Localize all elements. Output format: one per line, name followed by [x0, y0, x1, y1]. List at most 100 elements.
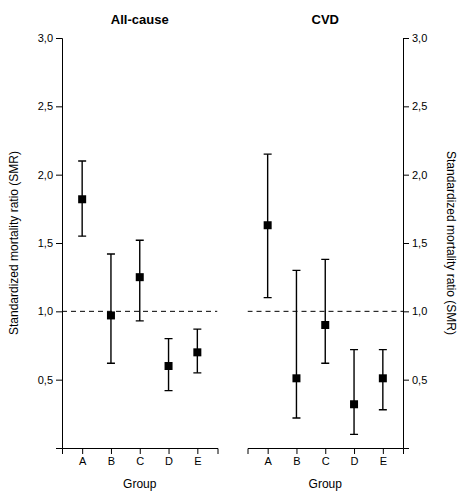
x-axis-line [248, 449, 404, 455]
x-tick: A [79, 448, 87, 467]
point [292, 374, 300, 382]
point [136, 273, 144, 281]
panel: 0,51,01,52,02,53,0ABCDEAll-causeGroupSta… [7, 12, 218, 491]
y-tick: 2,0 [38, 169, 62, 181]
title: All-cause [111, 12, 169, 27]
markers [264, 221, 387, 408]
error-cap-high [78, 160, 86, 161]
error-cap-high [264, 153, 272, 154]
x-axis: A B C D E [248, 448, 404, 467]
x-tick-mark [169, 448, 170, 454]
y-tick: 3,0 [403, 32, 427, 44]
error-cap-high [379, 349, 387, 350]
y-tick: 3,0 [38, 32, 62, 44]
error-bars [78, 161, 201, 391]
y-tick-mark [403, 243, 409, 244]
x-tick: C [136, 448, 144, 467]
error-cap-high [136, 240, 144, 241]
x-tick-label: E [194, 455, 201, 467]
y-tick-label: 1,5 [38, 237, 53, 249]
y-tick-mark [56, 380, 62, 381]
y-tick-mark [403, 380, 409, 381]
error-cap-low [78, 235, 86, 236]
point [379, 374, 387, 382]
point [350, 400, 358, 408]
x-tick: E [194, 448, 201, 467]
y-tick-mark [403, 311, 409, 312]
x-tick: A [264, 448, 272, 467]
x-tick-label: B [108, 455, 115, 467]
plot-area [248, 154, 404, 434]
x-tick-mark [296, 448, 297, 454]
y-tick-label: 2,5 [412, 100, 427, 112]
point [193, 348, 201, 356]
x-axis-title: Group [123, 477, 157, 491]
x-tick-label: A [79, 455, 87, 467]
x-tick: B [293, 448, 300, 467]
y-axis-title: Standardized mortality ratio (SMR) [444, 151, 458, 335]
x-tick-mark [197, 448, 198, 454]
y-tick: 0,5 [403, 374, 427, 386]
x-tick-mark [82, 448, 83, 454]
title: CVD [312, 12, 339, 27]
error-cap-low [379, 409, 387, 410]
y-tick-label: 2,0 [38, 169, 53, 181]
y-tick: 1,5 [38, 237, 62, 249]
y-tick-mark [56, 243, 62, 244]
y-tick-label: 3,0 [38, 32, 53, 44]
y-tick: 1,0 [38, 305, 62, 317]
y-tick-label: 0,5 [412, 374, 427, 386]
error-cap-low [193, 372, 201, 373]
x-tick-label: A [264, 455, 272, 467]
x-tick-label: C [322, 455, 330, 467]
error-bar [353, 350, 354, 435]
x-tick: D [351, 448, 359, 467]
point [321, 321, 329, 329]
x-tick-label: E [380, 455, 387, 467]
x-tick: E [380, 448, 387, 467]
point [78, 195, 86, 203]
y-tick-mark [56, 38, 62, 39]
y-tick-label: 1,5 [412, 237, 427, 249]
error-cap-high [292, 270, 300, 271]
y-axis: 0,5 1,0 1,5 2,0 2,5 3,0 [403, 32, 427, 448]
error-cap-low [292, 417, 300, 418]
error-cap-high [321, 259, 329, 260]
error-cap-low [136, 320, 144, 321]
x-tick-label: D [165, 455, 173, 467]
y-tick-label: 1,0 [412, 305, 427, 317]
plot-area [62, 161, 218, 391]
x-axis-title: Group [309, 477, 343, 491]
y-axis: 0,51,01,52,02,53,0 [38, 32, 63, 448]
point [264, 221, 272, 229]
x-tick-mark [111, 448, 112, 454]
x-tick: D [165, 448, 173, 467]
x-tick-mark [325, 448, 326, 454]
y-tick: 2,0 [403, 169, 427, 181]
x-tick-mark [268, 448, 269, 454]
error-cap-low [264, 297, 272, 298]
error-cap-high [107, 253, 115, 254]
x-tick-label: D [351, 455, 359, 467]
x-tick: C [322, 448, 330, 467]
x-tick-mark [383, 448, 384, 454]
y-tick-label: 0,5 [38, 374, 53, 386]
y-axis-line [404, 39, 410, 449]
y-tick-mark [403, 38, 409, 39]
error-cap-high [193, 328, 201, 329]
y-tick-label: 2,0 [412, 169, 427, 181]
y-tick-mark [56, 175, 62, 176]
x-tick: B [108, 448, 115, 467]
error-bars [264, 154, 387, 434]
y-axis-title: Standardized mortality ratio (SMR) [7, 151, 21, 335]
x-tick-mark [354, 448, 355, 454]
point [165, 362, 173, 370]
y-tick: 0,5 [38, 374, 62, 386]
markers [78, 195, 201, 370]
x-tick-mark [140, 448, 141, 454]
chart-root: 0,5 1,0 1,5 2,0 2,5 3,0 A B C D E All-cause Group Sta… [0, 0, 465, 500]
y-tick: 2,5 [403, 100, 427, 112]
point [107, 311, 115, 319]
x-tick-label: B [293, 455, 300, 467]
y-tick-mark [403, 106, 409, 107]
